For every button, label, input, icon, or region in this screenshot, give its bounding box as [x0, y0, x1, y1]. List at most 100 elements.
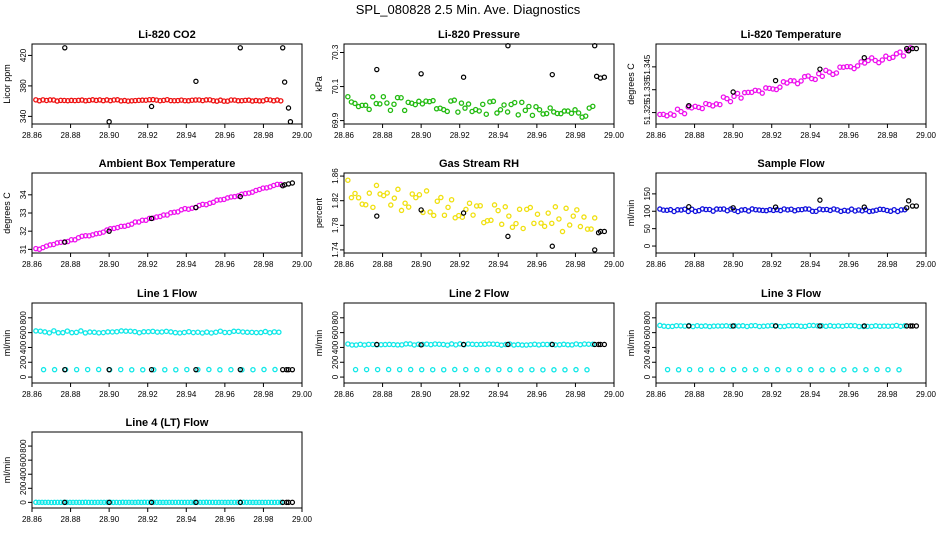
chart-panel-pressure: Li-820 Pressure 28.86 28.88 28.90 28.92 28.94…	[312, 26, 625, 156]
y-tick-label: 70.1	[331, 78, 340, 94]
data-point-extra	[595, 341, 602, 348]
x-tick-label: 28.96	[839, 260, 860, 269]
series-main	[33, 499, 284, 506]
data-point	[228, 366, 234, 373]
data-point	[51, 499, 58, 506]
data-point	[852, 322, 858, 329]
data-point-extra	[686, 204, 692, 210]
data-point	[352, 190, 358, 197]
chart-panel-gas-rh: Gas Stream RH 28.86 28.88 28.90 28.92 28.94 28…	[312, 155, 625, 285]
data-point	[730, 366, 737, 373]
y-tick-label: 600	[331, 325, 340, 339]
data-point-extra	[62, 45, 68, 51]
x-tick-label: 29.00	[604, 390, 625, 399]
series-extra	[62, 45, 294, 125]
data-point	[402, 200, 408, 206]
data-point	[854, 63, 861, 69]
data-point-extra	[289, 180, 296, 186]
data-point-extra	[861, 323, 867, 329]
data-point	[39, 499, 45, 506]
data-point	[391, 101, 397, 108]
data-point	[498, 221, 505, 228]
data-point	[430, 212, 437, 219]
chart-line1-flow: Line 1 Flow 28.86 28.88 28.90 28.92 28.94 28.9…	[2, 288, 313, 399]
x-tick-label: 28.94	[800, 260, 821, 269]
x-tick-label: 28.88	[61, 390, 82, 399]
data-point	[221, 98, 227, 104]
data-point-extra	[592, 43, 598, 49]
data-point	[100, 329, 107, 336]
data-point	[261, 366, 267, 373]
x-tick-label: 28.96	[215, 131, 236, 140]
data-point	[355, 195, 362, 201]
data-point	[209, 499, 216, 506]
data-point	[231, 328, 237, 335]
data-point	[54, 499, 61, 506]
data-point	[686, 366, 693, 373]
data-point	[70, 499, 76, 506]
x-tick-label: 28.88	[373, 260, 394, 269]
data-point	[752, 322, 759, 329]
data-point	[527, 204, 534, 211]
x-tick-label: 28.88	[685, 390, 706, 399]
data-point	[413, 194, 419, 201]
x-tick-label: 28.86	[22, 131, 43, 140]
data-point	[175, 499, 182, 506]
y-tick-label: 0	[19, 374, 28, 379]
data-point	[890, 54, 896, 60]
x-tick-label: 28.96	[527, 260, 548, 269]
x-tick-label: 28.90	[723, 260, 744, 269]
data-point	[419, 101, 426, 107]
data-point-extra	[905, 48, 912, 54]
data-point	[168, 329, 174, 335]
x-tick-label: 28.88	[685, 131, 706, 140]
data-point-extra	[193, 204, 199, 211]
data-point	[741, 89, 748, 96]
data-point	[416, 192, 423, 198]
data-point-extra	[237, 366, 243, 373]
x-tick-label: 28.88	[61, 131, 82, 140]
data-point	[247, 499, 253, 506]
x-tick-label: 28.98	[253, 131, 274, 140]
data-point-extra	[374, 66, 380, 73]
data-point	[172, 329, 179, 336]
x-tick-label: 28.94	[488, 260, 509, 269]
chart-line2-flow: Line 2 Flow 28.86 28.88 28.90 28.92 28.94 28.9…	[314, 288, 625, 399]
x-tick-label: 28.98	[565, 131, 586, 140]
data-point	[552, 204, 559, 210]
data-point	[388, 202, 394, 208]
data-point-extra	[592, 247, 598, 253]
data-point	[243, 499, 250, 506]
series-low	[40, 366, 278, 373]
data-point	[794, 80, 801, 87]
data-point	[262, 499, 269, 506]
x-tick-label: 28.92	[138, 131, 159, 140]
data-point	[96, 330, 102, 336]
data-point	[195, 366, 201, 373]
x-tick-label: 28.90	[411, 390, 432, 399]
data-point	[109, 329, 116, 335]
data-point	[541, 223, 548, 230]
data-point	[657, 322, 663, 329]
data-point	[217, 367, 223, 373]
data-point	[278, 499, 284, 506]
x-tick-label: 28.88	[61, 515, 82, 524]
data-point	[777, 84, 783, 90]
data-point	[377, 101, 383, 107]
data-point-extra	[772, 323, 779, 329]
data-point	[458, 100, 465, 106]
y-tick-label: 800	[19, 439, 28, 453]
chart-title: Line 4 (LT) Flow	[126, 417, 209, 429]
data-point	[64, 499, 70, 506]
y-tick-label: 0	[643, 374, 652, 379]
data-point-extra	[193, 366, 199, 373]
data-point	[485, 367, 491, 373]
data-point-extra	[148, 103, 155, 110]
y-axis-label: Licor ppm	[2, 64, 12, 104]
data-point-extra	[237, 499, 243, 506]
plot-frame	[343, 172, 615, 254]
series-extra	[374, 207, 608, 253]
x-tick-label: 28.92	[138, 260, 159, 269]
data-point	[127, 328, 134, 334]
series-low	[664, 366, 902, 373]
